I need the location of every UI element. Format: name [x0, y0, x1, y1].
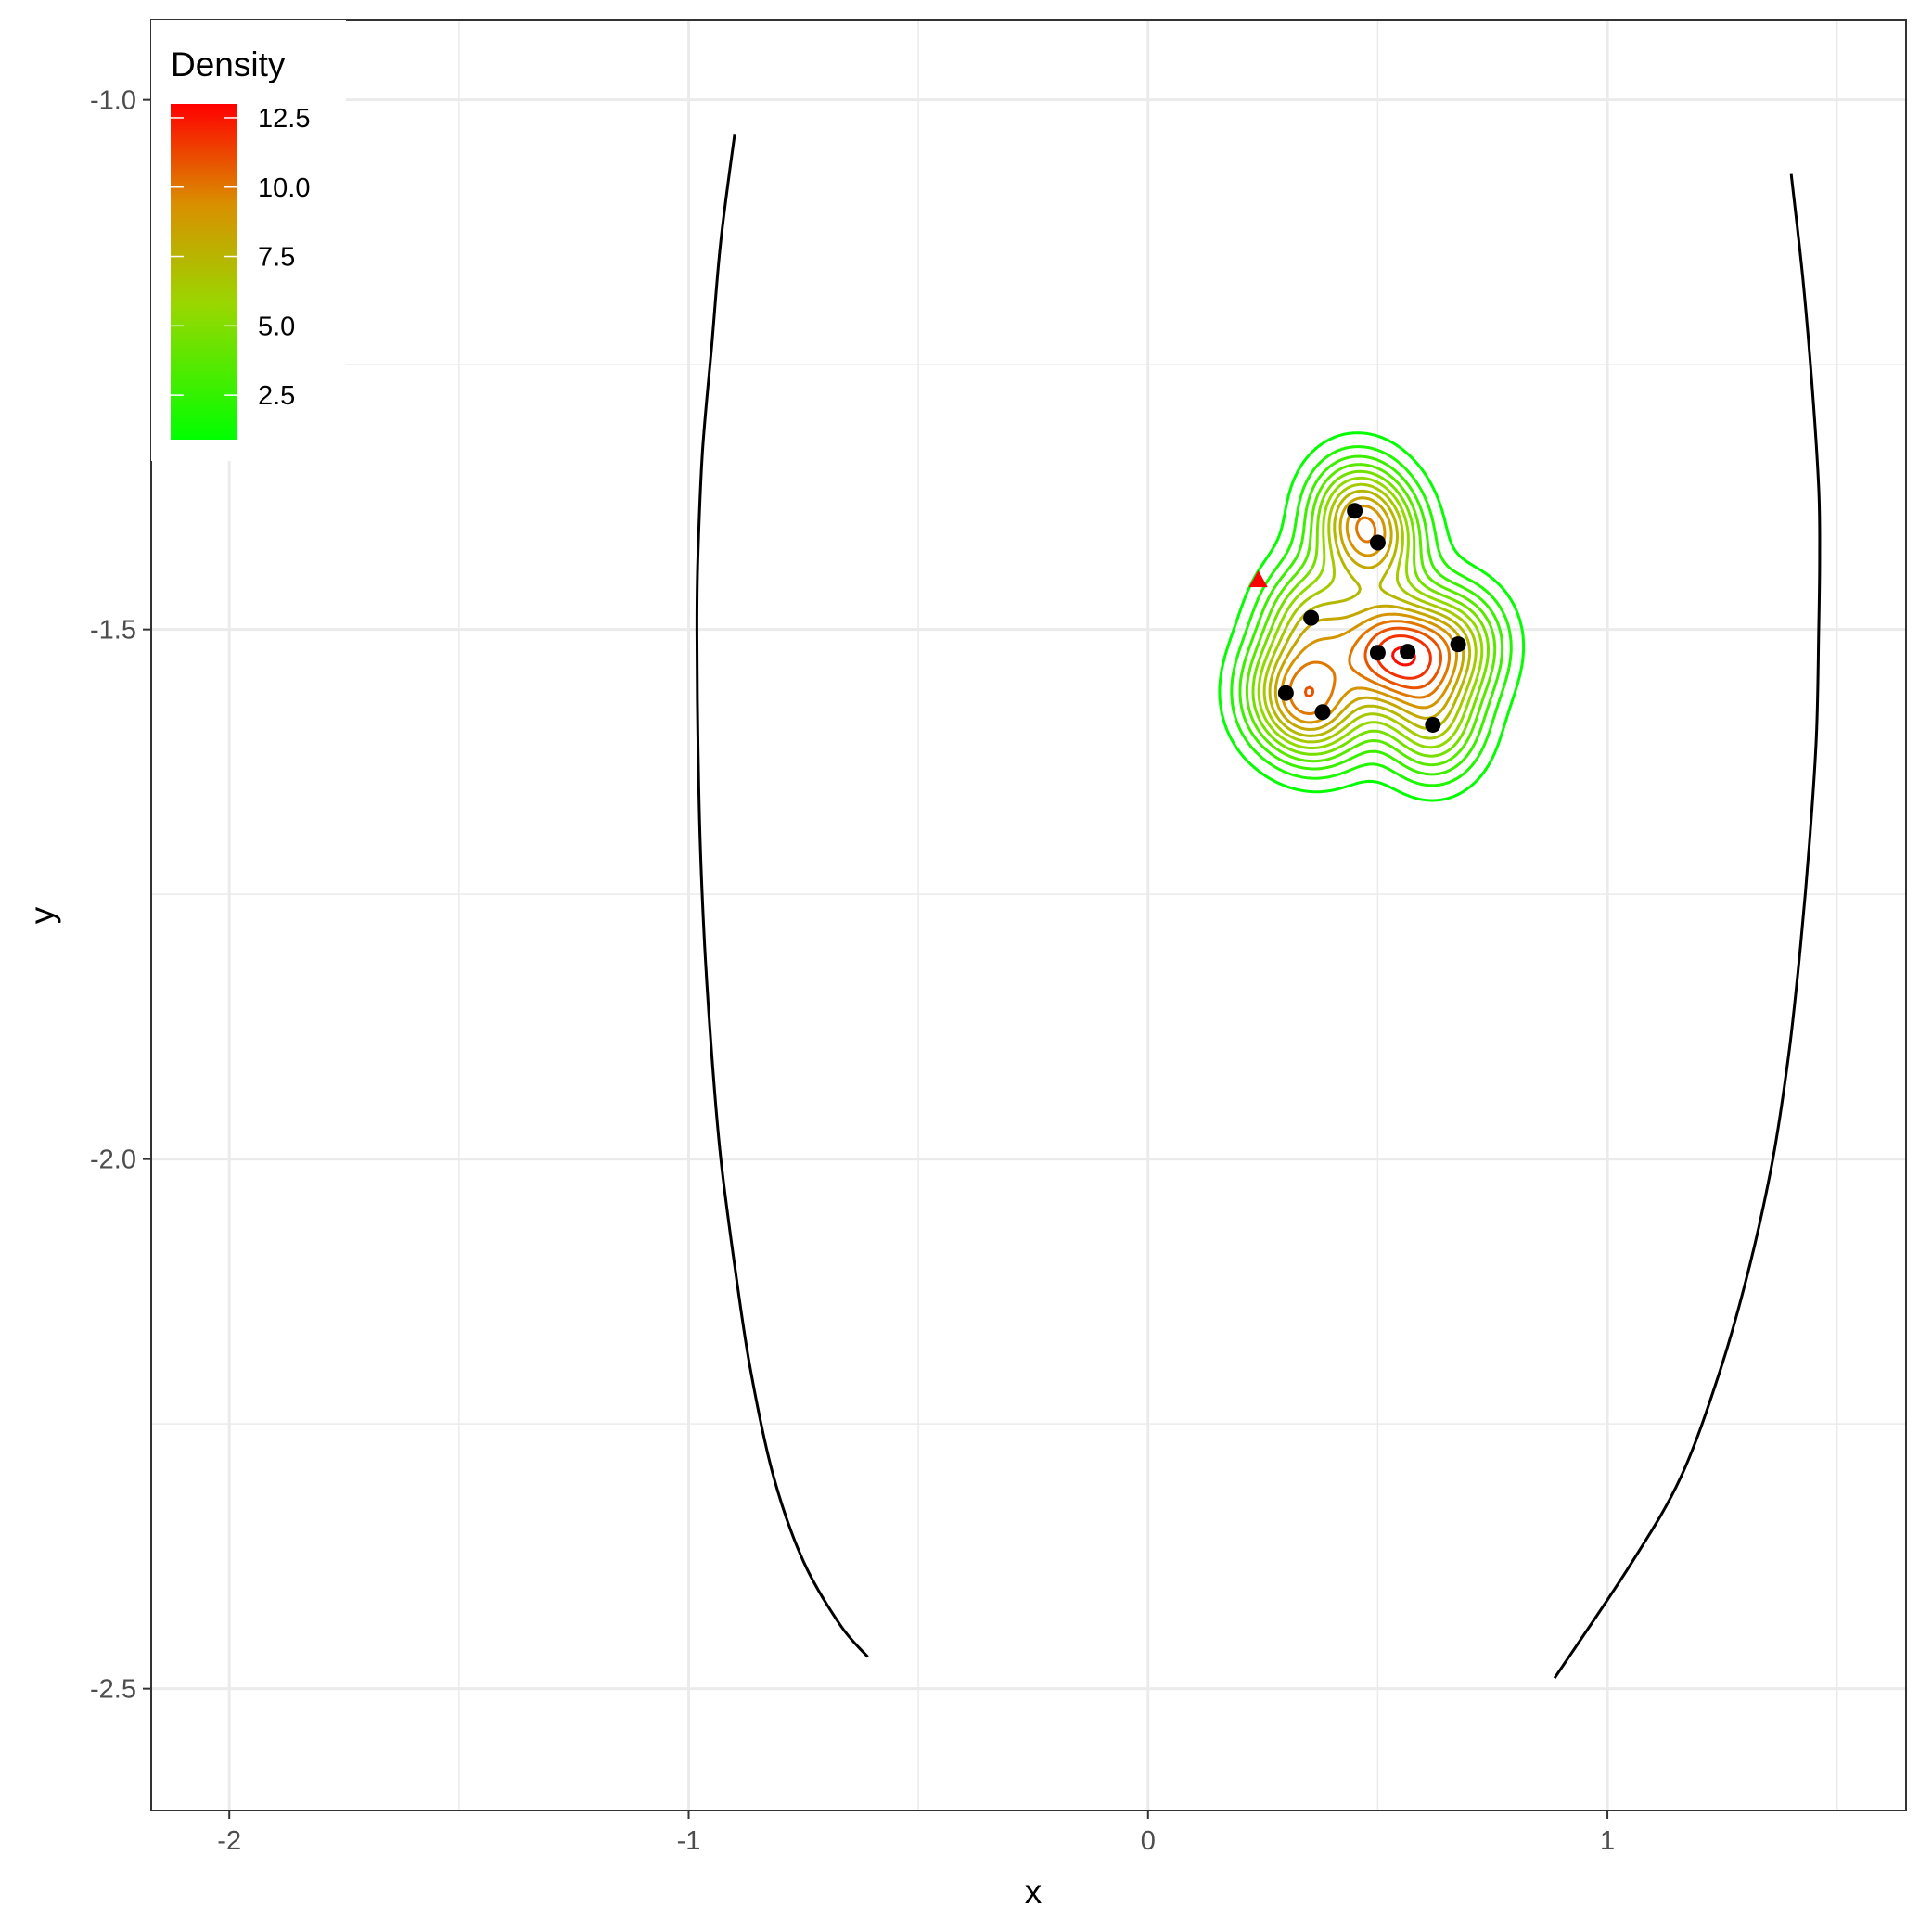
legend-label: 12.5 — [258, 104, 310, 134]
data-point — [1303, 609, 1320, 626]
legend-label: 7.5 — [258, 243, 295, 273]
y-tick-label: -2.5 — [90, 1675, 136, 1705]
contour-line — [1238, 454, 1504, 776]
data-point — [1425, 716, 1441, 733]
x-tick-label: -1 — [677, 1826, 701, 1856]
x-tick-label: 1 — [1600, 1826, 1615, 1856]
legend-label: 10.0 — [258, 173, 310, 203]
curve-left — [695, 134, 869, 1658]
contour-line — [1218, 431, 1526, 802]
legend-title: Density — [171, 45, 286, 83]
contour-line — [1288, 516, 1451, 715]
data-point — [1277, 685, 1294, 701]
contour-line — [1303, 626, 1442, 698]
contour-line — [1257, 476, 1484, 749]
data-point — [1400, 644, 1416, 660]
contour-line — [1245, 463, 1497, 767]
y-axis-title: y — [23, 906, 61, 924]
marker-triangle — [1248, 569, 1268, 587]
y-tick-label: -1.0 — [90, 86, 136, 116]
boundary-curves — [695, 134, 1822, 1680]
x-tick-label: 0 — [1141, 1826, 1156, 1856]
data-point — [1450, 636, 1466, 653]
plot-border — [150, 19, 1907, 1811]
data-point — [1369, 534, 1386, 551]
legend: Density 2.5 5.0 7.5 10.0 12.5 — [151, 20, 346, 461]
contour-line — [1230, 445, 1513, 787]
data-points — [1248, 503, 1466, 733]
data-point — [1314, 704, 1331, 721]
legend-label: 5.0 — [258, 312, 295, 341]
x-tick-label: -2 — [217, 1826, 241, 1856]
contour-line — [1262, 482, 1478, 744]
y-tick-label: -1.5 — [90, 616, 136, 646]
curve-right — [1553, 173, 1822, 1680]
contour-line — [1268, 489, 1472, 737]
density-contours — [1218, 431, 1526, 802]
plot-background — [151, 20, 1906, 1810]
legend-label: 2.5 — [258, 381, 295, 411]
data-point — [1347, 503, 1363, 519]
data-point — [1369, 645, 1386, 661]
y-tick-label: -2.0 — [90, 1145, 136, 1175]
axes: -2 -1 0 1 -1.0 -1.5 -2.0 -2.5 — [90, 86, 1615, 1856]
contour-line — [1251, 469, 1490, 758]
legend-ticks: 2.5 5.0 7.5 10.0 12.5 — [171, 104, 310, 411]
legend-colorbar — [171, 104, 237, 440]
x-axis-title: x — [1025, 1873, 1043, 1911]
grid — [151, 20, 1906, 1810]
